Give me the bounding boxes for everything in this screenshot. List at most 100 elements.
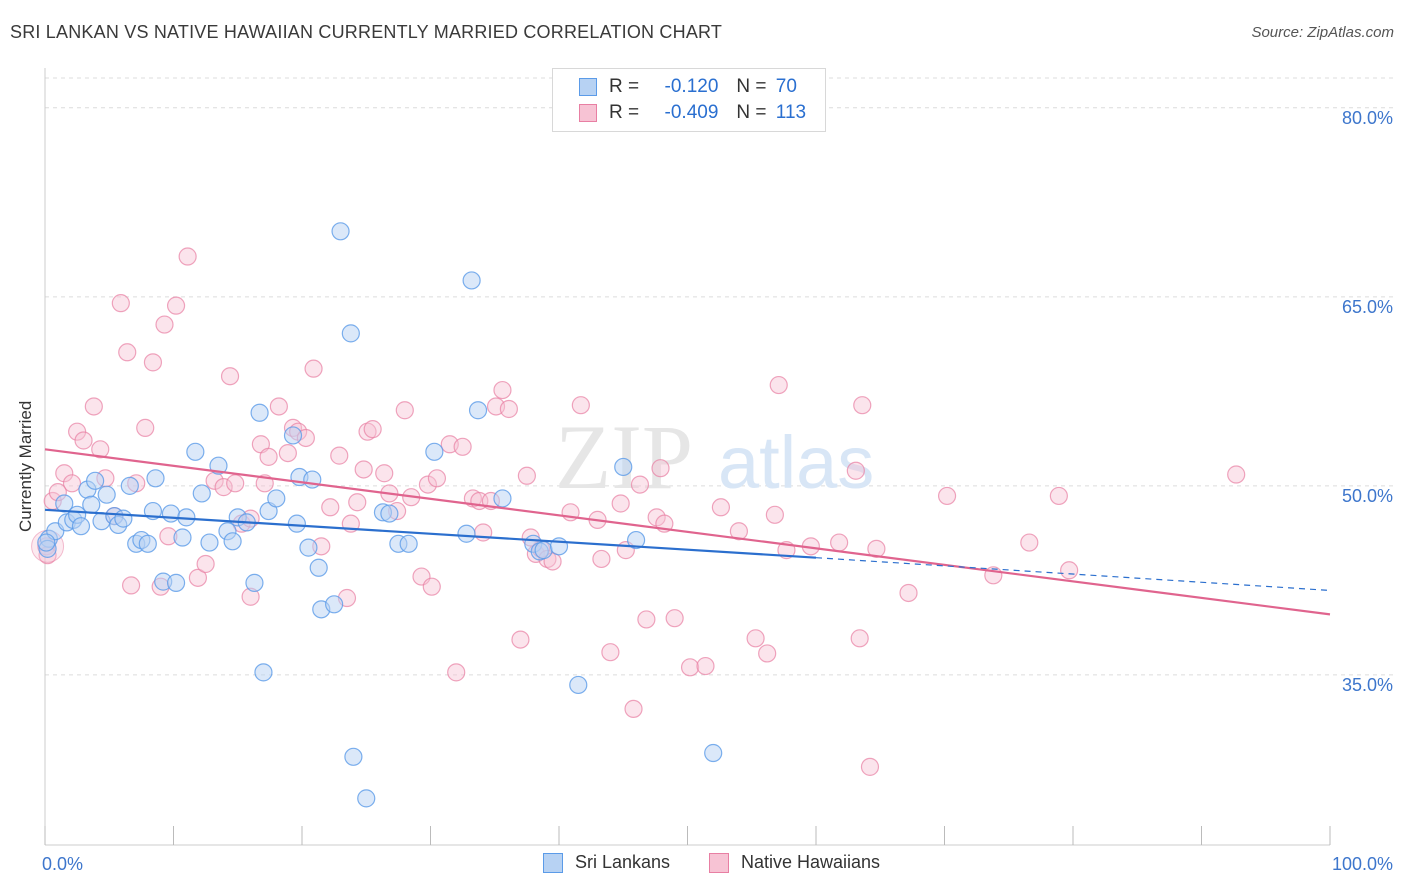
y-tick-label: 35.0% (1342, 675, 1393, 695)
trend-lines (44, 448, 1331, 616)
data-point-native-hawaiians (846, 461, 865, 480)
data-point-native-hawaiians (166, 296, 186, 315)
data-point-sri-lankans (309, 558, 328, 577)
data-point-sri-lankans (341, 324, 360, 343)
legend: R = -0.120 N = 70 R = -0.409 N = 113 (552, 68, 826, 132)
data-point-native-hawaiians (447, 663, 466, 682)
watermark-atlas: atlas (718, 421, 874, 504)
data-point-native-hawaiians (304, 359, 323, 378)
data-point-sri-lankans (254, 663, 273, 682)
data-point-native-hawaiians (571, 396, 590, 415)
data-point-native-hawaiians (711, 498, 731, 517)
data-point-native-hawaiians (121, 576, 141, 595)
data-point-native-hawaiians (860, 757, 880, 776)
data-point-sri-lankans (192, 484, 211, 503)
data-point-native-hawaiians (853, 396, 872, 415)
data-point-sri-lankans (250, 403, 269, 422)
data-point-native-hawaiians (358, 422, 377, 441)
data-point-native-hawaiians (321, 498, 340, 517)
data-point-native-hawaiians (269, 397, 288, 416)
bottom-swatch-blue (543, 852, 563, 873)
y-axis-label: Currently Married (16, 400, 35, 532)
data-point-sri-lankans (493, 489, 512, 508)
data-point-sri-lankans (86, 471, 105, 490)
data-point-native-hawaiians (226, 474, 245, 493)
legend-r-value: -0.409 (664, 102, 719, 123)
data-point-sri-lankans (120, 476, 139, 495)
tick-labels: 35.0% 50.0% 65.0% 80.0% 0.0% 100.0% (42, 108, 1393, 874)
data-point-native-hawaiians (422, 577, 441, 596)
data-point-sri-lankans (468, 401, 488, 420)
series-native-hawaiians (31, 247, 1246, 776)
data-point-native-hawaiians (178, 247, 197, 266)
bottom-swatch-pink (709, 852, 729, 873)
legend-n-label: N = (736, 102, 767, 123)
trend-line-native-hawaiians (44, 448, 1331, 616)
bottom-legend-native-hawaiians: Native Hawaiians (709, 852, 880, 873)
data-point-native-hawaiians (746, 629, 765, 648)
data-point-native-hawaiians (850, 629, 869, 648)
data-point-sri-lankans (380, 504, 399, 523)
data-point-sri-lankans (569, 675, 588, 695)
data-point-native-hawaiians (259, 447, 278, 466)
data-point-native-hawaiians (363, 420, 382, 439)
data-point-native-hawaiians (611, 494, 630, 513)
data-point-native-hawaiians (111, 294, 130, 313)
data-point-native-hawaiians (427, 469, 447, 488)
data-point-sri-lankans (173, 528, 192, 547)
legend-r-value: -0.120 (664, 76, 719, 97)
data-point-native-hawaiians (74, 431, 93, 450)
data-point-native-hawaiians (517, 466, 536, 485)
y-tick-label: 50.0% (1342, 486, 1393, 506)
data-point-native-hawaiians (651, 459, 670, 478)
data-point-sri-lankans (344, 747, 363, 766)
data-point-native-hawaiians (214, 478, 233, 497)
data-point-native-hawaiians (592, 549, 611, 569)
data-point-sri-lankans (166, 573, 186, 592)
data-point-sri-lankans (283, 426, 303, 445)
data-point-native-hawaiians (84, 397, 103, 416)
bottom-legend-label: Sri Lankans (575, 852, 671, 872)
axes (44, 68, 1331, 846)
y-tick-label: 80.0% (1342, 108, 1393, 128)
data-point-native-hawaiians (499, 399, 518, 419)
data-point-native-hawaiians (601, 643, 620, 662)
data-point-native-hawaiians (91, 440, 110, 459)
data-point-sri-lankans (138, 534, 157, 553)
legend-swatch-blue (579, 78, 597, 96)
data-point-sri-lankans (425, 442, 444, 461)
data-point-native-hawaiians (899, 583, 918, 603)
data-point-native-hawaiians (867, 539, 886, 558)
data-point-native-hawaiians (188, 568, 208, 587)
data-point-sri-lankans (287, 514, 306, 533)
data-point-native-hawaiians (395, 401, 414, 420)
data-point-sri-lankans (299, 538, 318, 557)
data-point-sri-lankans (462, 271, 481, 290)
data-point-sri-lankans (97, 485, 116, 504)
data-point-sri-lankans (704, 743, 723, 763)
data-point-sri-lankans (161, 504, 181, 523)
data-point-sri-lankans (245, 573, 264, 592)
legend-n-value: 70 (775, 76, 797, 97)
data-point-native-hawaiians (665, 609, 684, 628)
data-point-native-hawaiians (62, 474, 82, 493)
data-point-sri-lankans (457, 524, 476, 543)
legend-swatch-pink (579, 104, 597, 122)
chart-title: SRI LANKAN VS NATIVE HAWAIIAN CURRENTLY … (10, 22, 723, 42)
bottom-legend-sri-lankans: Sri Lankans (543, 852, 670, 873)
data-point-sri-lankans (626, 530, 646, 550)
data-point-sri-lankans (114, 509, 133, 528)
data-point-native-hawaiians (375, 464, 394, 483)
data-point-native-hawaiians (624, 699, 643, 719)
data-point-native-hawaiians (729, 522, 749, 541)
data-point-native-hawaiians (418, 475, 438, 494)
data-point-native-hawaiians (118, 343, 137, 362)
data-point-native-hawaiians (278, 443, 297, 463)
legend-row-native-hawaiians: R = -0.409 N = 113 (579, 101, 806, 125)
data-point-native-hawaiians (1049, 486, 1068, 506)
data-point-native-hawaiians (493, 380, 512, 400)
x-tick-label: 100.0% (1332, 854, 1393, 874)
data-point-native-hawaiians (937, 486, 957, 506)
trend-line-sri-lankans (44, 508, 817, 559)
data-point-sri-lankans (186, 442, 205, 461)
